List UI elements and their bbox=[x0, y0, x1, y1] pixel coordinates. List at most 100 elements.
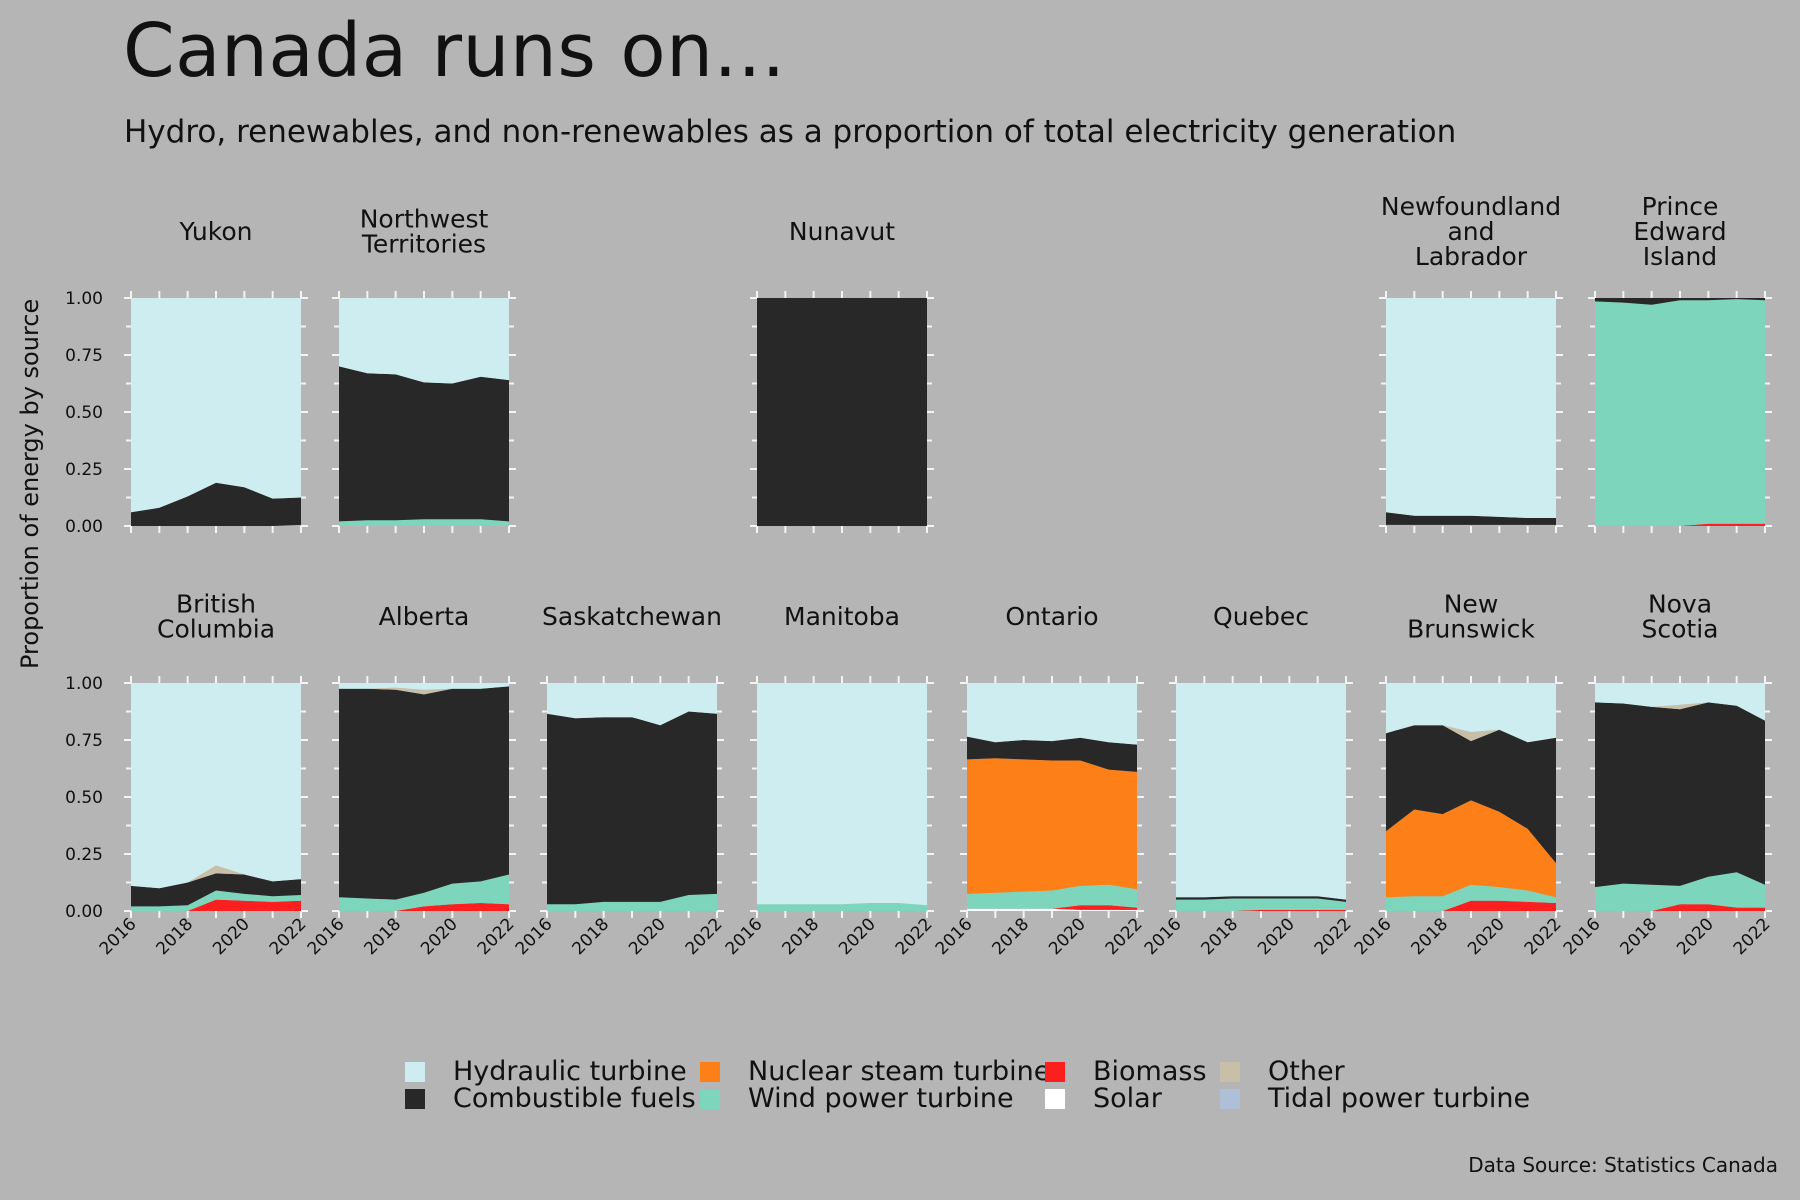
area-other-alberta bbox=[339, 686, 509, 695]
panel-title-prince-edward-island: Island bbox=[1643, 242, 1717, 271]
panel-nunavut: Nunavut bbox=[750, 217, 934, 533]
x-tick-label: 2022 bbox=[1311, 914, 1356, 959]
x-tick-label: 2020 bbox=[625, 914, 670, 959]
panel-yukon: Yukon 0.00 0.25 0.50 0.75 1.00 bbox=[65, 217, 308, 537]
panel-manitoba: Manitoba 2016 2018 2020 2022 bbox=[722, 602, 937, 959]
area-wind-power-turbine-alberta bbox=[339, 874, 509, 911]
legend-item-combustible: Combustible fuels bbox=[405, 1085, 700, 1112]
x-tick-label: 2016 bbox=[1141, 914, 1186, 959]
x-tick-label: 2020 bbox=[1464, 914, 1509, 959]
area-wind-power-turbine-british-columbia bbox=[131, 890, 301, 911]
panel-title-british-columbia: Columbia bbox=[157, 615, 275, 644]
x-tick-label: 2022 bbox=[682, 914, 727, 959]
area-biomass-nova-scotia bbox=[1595, 904, 1765, 911]
legend-item-hydraulic: Hydraulic turbine bbox=[405, 1058, 700, 1085]
area-wind-power-turbine-northwest-territories bbox=[339, 519, 509, 526]
area-combustible-fuels-alberta bbox=[339, 686, 509, 900]
area-wind-power-turbine-newfoundland-and-labrador bbox=[1386, 524, 1556, 526]
area-combustible-fuels-saskatchewan bbox=[547, 711, 717, 905]
x-tick-label: 2022 bbox=[1521, 914, 1566, 959]
area-hydraulic-turbine-ontario bbox=[967, 683, 1137, 745]
x-tick-label: 2016 bbox=[932, 914, 977, 959]
legend-swatch-nuclear bbox=[700, 1061, 720, 1082]
area-combustible-fuels-new-brunswick bbox=[1386, 725, 1556, 864]
x-tick-label: 2022 bbox=[474, 914, 519, 959]
y-tick-label: 0.50 bbox=[65, 403, 103, 423]
legend-label-tidal: Tidal power turbine bbox=[1268, 1083, 1531, 1114]
panel-title-northwest-territories: Territories bbox=[361, 230, 486, 259]
legend-item-nuclear: Nuclear steam turbine bbox=[700, 1058, 1050, 1085]
area-biomass-new-brunswick bbox=[1386, 900, 1556, 911]
legend-swatch-other bbox=[1220, 1061, 1240, 1082]
x-tick-label: 2018 bbox=[988, 914, 1033, 959]
x-tick-label: 2016 bbox=[1560, 914, 1605, 959]
area-wind-power-turbine-saskatchewan bbox=[547, 893, 717, 911]
y-tick-label: 1.00 bbox=[65, 674, 103, 694]
panel-title-prince-edward-island: Prince bbox=[1642, 192, 1719, 221]
legend-swatch-biomass bbox=[1045, 1061, 1065, 1082]
panel-title-northwest-territories: Northwest bbox=[360, 205, 489, 234]
panel-title-newfoundland-and-labrador: Newfoundland bbox=[1381, 192, 1561, 221]
panel-title-prince-edward-island: Edward bbox=[1633, 217, 1726, 246]
panel-title-yukon: Yukon bbox=[179, 217, 253, 246]
area-biomass-alberta bbox=[339, 903, 509, 911]
x-tick-label: 2016 bbox=[1351, 914, 1396, 959]
legend-label-biomass: Biomass bbox=[1093, 1056, 1207, 1087]
area-hydraulic-turbine-british-columbia bbox=[131, 683, 301, 889]
legend: Hydraulic turbine Nuclear steam turbine … bbox=[405, 1056, 1530, 1114]
y-tick-label: 1.00 bbox=[65, 289, 103, 309]
legend-item-tidal: Tidal power turbine bbox=[1220, 1085, 1530, 1112]
legend-swatch-solar bbox=[1045, 1088, 1065, 1109]
legend-label-solar: Solar bbox=[1093, 1083, 1162, 1114]
panel-title-british-columbia: British bbox=[176, 590, 256, 619]
panel-title-quebec: Quebec bbox=[1213, 602, 1309, 631]
y-tick-label: 0.75 bbox=[65, 731, 103, 751]
area-biomass-prince-edward-island bbox=[1595, 523, 1765, 526]
area-hydraulic-turbine-saskatchewan bbox=[547, 683, 717, 726]
area-other-nova-scotia bbox=[1595, 702, 1765, 721]
area-biomass-ontario bbox=[967, 905, 1137, 910]
area-combustible-fuels-nunavut bbox=[757, 298, 927, 526]
panel-title-nunavut: Nunavut bbox=[789, 217, 895, 246]
legend-label-combustible: Combustible fuels bbox=[453, 1083, 696, 1114]
y-tick-label: 0.25 bbox=[65, 845, 103, 865]
panel-title-ontario: Ontario bbox=[1005, 602, 1098, 631]
y-tick-label: 0.75 bbox=[65, 346, 103, 366]
area-hydraulic-turbine-nova-scotia bbox=[1595, 683, 1765, 721]
y-tick-label: 0.00 bbox=[65, 902, 103, 922]
area-biomass-quebec bbox=[1176, 909, 1346, 911]
x-tick-label: 2020 bbox=[835, 914, 880, 959]
legend-swatch-hydraulic bbox=[405, 1061, 425, 1082]
area-other-new-brunswick bbox=[1386, 725, 1556, 743]
area-hydraulic-turbine-newfoundland-and-labrador bbox=[1386, 298, 1556, 518]
x-tick-label: 2018 bbox=[1616, 914, 1661, 959]
area-solar-ontario bbox=[967, 908, 1137, 911]
area-combustible-fuels-prince-edward-island bbox=[1595, 298, 1765, 305]
area-hydraulic-turbine-manitoba bbox=[757, 683, 927, 906]
panel-title-new-brunswick: New bbox=[1444, 590, 1499, 619]
legend-swatch-wind bbox=[700, 1088, 720, 1109]
y-tick-label: 0.00 bbox=[65, 517, 103, 537]
x-tick-label: 2018 bbox=[1407, 914, 1452, 959]
panel-title-newfoundland-and-labrador: Labrador bbox=[1415, 242, 1528, 271]
area-hydraulic-turbine-quebec bbox=[1176, 683, 1346, 900]
x-tick-label: 2020 bbox=[1254, 914, 1299, 959]
x-tick-label: 2022 bbox=[892, 914, 937, 959]
x-tick-label: 2022 bbox=[1730, 914, 1775, 959]
area-hydraulic-turbine-yukon bbox=[131, 298, 301, 513]
x-tick-label: 2018 bbox=[360, 914, 405, 959]
area-wind-power-turbine-new-brunswick bbox=[1386, 884, 1556, 911]
x-tick-label: 2020 bbox=[209, 914, 254, 959]
area-combustible-fuels-yukon bbox=[131, 482, 301, 526]
data-source-note: Data Source: Statistics Canada bbox=[1468, 1153, 1778, 1177]
panel-saskatchewan: Saskatchewan 2016 2018 2020 2022 bbox=[512, 602, 727, 959]
panel-title-nova-scotia: Scotia bbox=[1642, 615, 1719, 644]
area-nuclear-steam-turbine-new-brunswick bbox=[1386, 800, 1556, 898]
area-combustible-fuels-northwest-territories bbox=[339, 366, 509, 522]
